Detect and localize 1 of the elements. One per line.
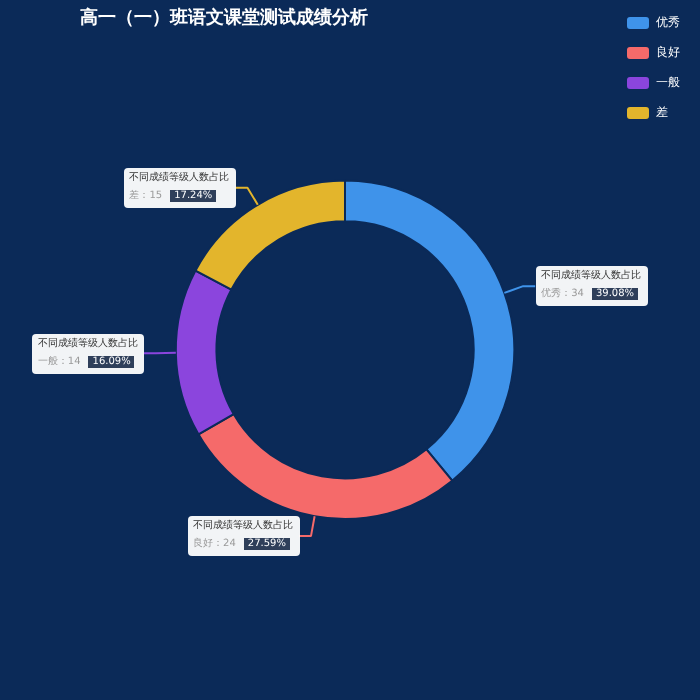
chart-title: 高一（一）班语文课堂测试成绩分析: [80, 7, 368, 30]
